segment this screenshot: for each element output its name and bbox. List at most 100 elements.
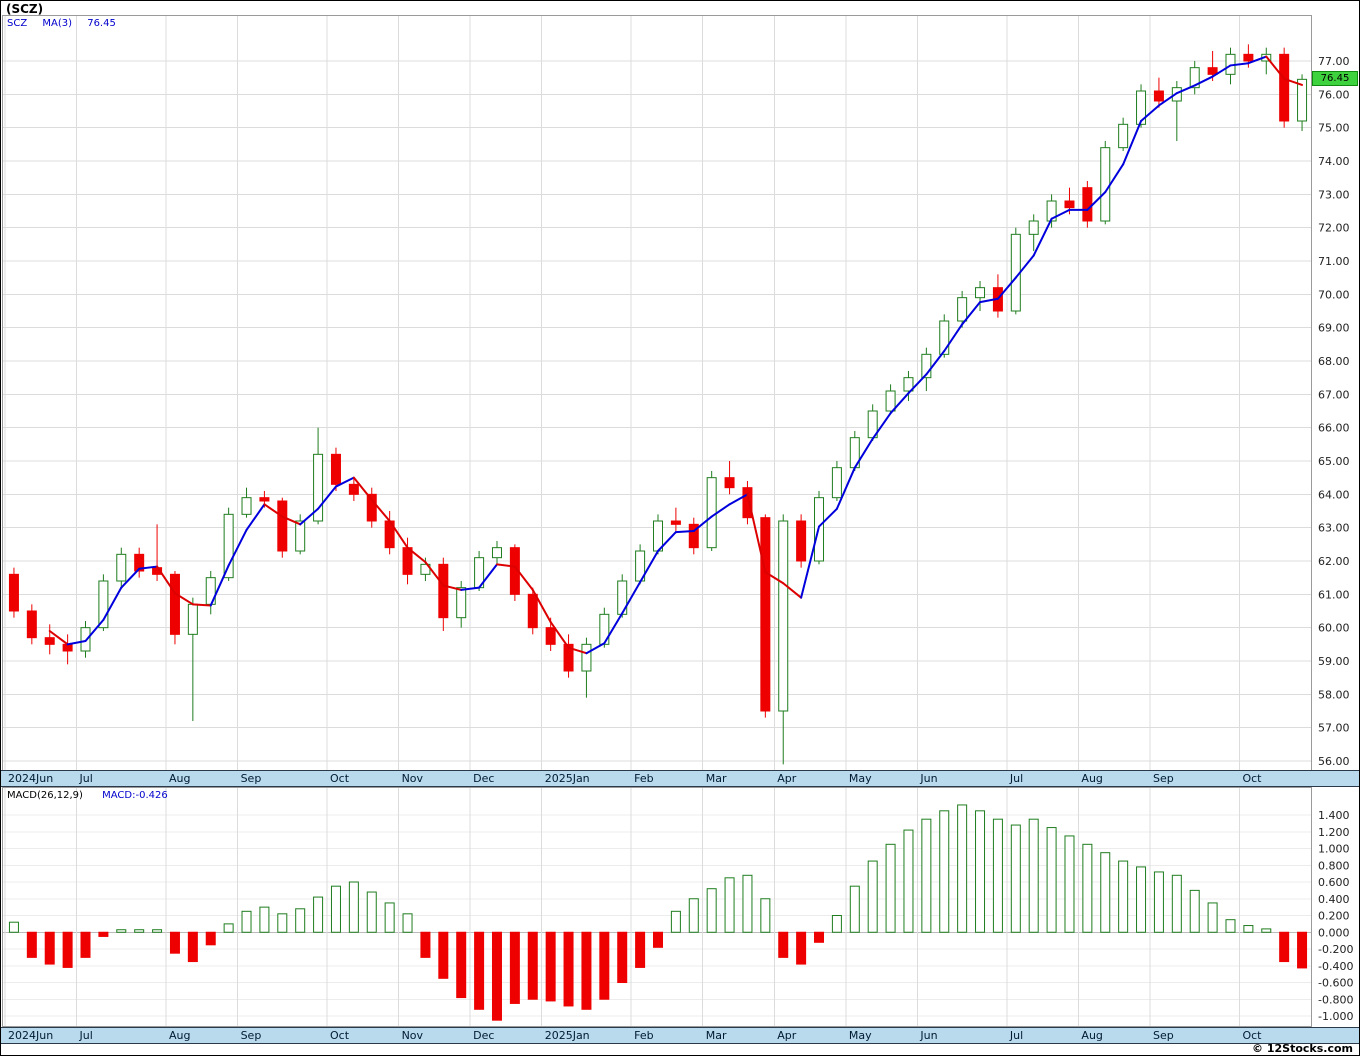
macd-bar [366, 891, 377, 933]
x-axis-strip-bottom: 2024Jun Jul Aug Sep Oct Nov Dec 2025Jan Feb Mar Ap… [1, 1027, 1359, 1044]
month-label: Sep [240, 772, 262, 785]
macd-bar [1297, 931, 1308, 969]
macd-bar [796, 931, 807, 965]
candle-body [688, 523, 699, 549]
month-label: Apr [777, 1029, 797, 1042]
candle-body [1189, 67, 1200, 89]
price-tick-label: 77.00 [1318, 55, 1350, 68]
macd-bar [205, 931, 216, 946]
macd-tick-label: 1.200 [1318, 826, 1350, 839]
price-chart: 77.00 76.00 75.00 74.00 73.00 72.00 71.00 70.00… [2, 15, 1350, 771]
page-title: (SCZ) [6, 2, 44, 16]
candle-body [957, 297, 968, 322]
ma-line-group [48, 55, 1304, 655]
macd-bar [491, 931, 502, 1021]
macd-bar [1010, 824, 1021, 933]
candle-body [778, 520, 789, 712]
candle-body [80, 627, 91, 652]
month-label: Oct [330, 1029, 350, 1042]
price-tick-label: 68.00 [1318, 355, 1350, 368]
macd-bar [635, 931, 646, 968]
macd-bar [670, 910, 681, 933]
candle-body [116, 553, 127, 582]
macd-tick-label: 0.600 [1318, 876, 1350, 889]
month-label: Dec [473, 772, 495, 785]
month-label: Oct [1242, 772, 1262, 785]
month-label: Jul [79, 772, 93, 785]
candle-body [134, 553, 145, 572]
macd-bar [384, 902, 395, 933]
month-label: 2025Jan [544, 772, 590, 785]
candle-body [1243, 53, 1254, 62]
price-tick-label: 66.00 [1318, 422, 1350, 435]
candle-body [438, 563, 449, 619]
macd-bar [420, 931, 431, 958]
macd-bar [402, 913, 413, 933]
candle-body [223, 513, 234, 579]
candle-body [724, 477, 735, 489]
macd-bar [241, 910, 252, 933]
candle-body [527, 593, 538, 629]
candle-body [1028, 220, 1039, 235]
candle-body [903, 377, 914, 392]
month-label: Feb [634, 772, 654, 785]
price-tick-label: 75.00 [1318, 122, 1350, 135]
candle-body [670, 520, 681, 525]
macd-bar [187, 931, 198, 963]
macd-bar [1243, 925, 1254, 933]
price-tick-label: 59.00 [1318, 655, 1350, 668]
price-tick-label: 71.00 [1318, 255, 1350, 268]
price-tick-label: 69.00 [1318, 322, 1350, 335]
macd-bar [1189, 889, 1200, 933]
macd-bar [80, 931, 91, 958]
macd-bar [617, 931, 628, 983]
candle-body [44, 637, 55, 645]
candle-body [456, 587, 467, 619]
macd-bar [509, 931, 520, 1004]
candle-body [241, 497, 252, 515]
price-tick-label: 61.00 [1318, 588, 1350, 601]
macd-tick-label: 0.200 [1318, 910, 1350, 923]
macd-bar [62, 931, 73, 968]
candle-body [760, 517, 771, 712]
month-label: 2024Jun [8, 772, 54, 785]
macd-bars-group [8, 804, 1308, 1021]
macd-bar [581, 931, 592, 1010]
price-tick-label: 72.00 [1318, 222, 1350, 235]
candle-body [563, 643, 574, 672]
macd-bar [223, 923, 234, 933]
month-label: Aug [1081, 772, 1103, 785]
macd-bar [98, 931, 109, 937]
month-label: Sep [240, 1029, 262, 1042]
macd-bar [1207, 902, 1218, 933]
macd-bar [921, 818, 932, 933]
month-label: May [848, 1029, 872, 1042]
candle-body [348, 483, 359, 495]
macd-bar [116, 929, 127, 933]
candle-body [975, 287, 986, 299]
macd-bar [957, 804, 968, 933]
macd-bar [474, 931, 485, 1010]
price-tick-label: 65.00 [1318, 455, 1350, 468]
candles-group [8, 44, 1308, 765]
macd-tick-label: -0.800 [1318, 993, 1353, 1006]
month-label: Oct [330, 772, 350, 785]
price-tick-label: 74.00 [1318, 155, 1350, 168]
macd-bar [8, 921, 19, 933]
macd-bar [1082, 843, 1093, 933]
candle-body [26, 610, 37, 639]
candle-body [491, 547, 502, 559]
month-label: Jul [1009, 1029, 1024, 1042]
price-tick-label: 67.00 [1318, 388, 1350, 401]
macd-bar [975, 810, 986, 933]
macd-tick-label: 1.000 [1318, 843, 1350, 856]
macd-bar [1136, 866, 1147, 933]
price-tick-label: 73.00 [1318, 188, 1350, 201]
month-label: Mar [705, 772, 727, 785]
macd-bar [152, 929, 163, 933]
month-label: May [848, 772, 872, 785]
candle-body [402, 547, 413, 575]
month-label: Feb [634, 1029, 654, 1042]
month-label: Jul [79, 1029, 93, 1042]
